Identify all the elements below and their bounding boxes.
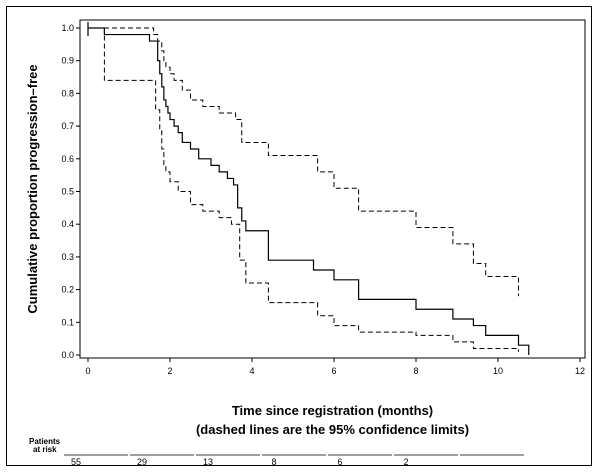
confidence-limit-line-1 [88,27,519,297]
risk-table-value: 29 [137,457,147,467]
x-tick-label: 8 [413,366,418,376]
y-axis-label: Cumulative proportion progression–free [25,64,40,313]
y-tick-label: 0.1 [61,317,74,327]
x-axis-note: (dashed lines are the 95% confidence lim… [196,422,469,437]
plot-area-border [79,19,586,359]
risk-table-value: 2 [403,457,408,467]
x-tick-label: 6 [331,366,336,376]
y-tick-label: 0.6 [61,154,74,164]
survival-curve-line [88,27,530,355]
x-tick-label: 4 [249,366,254,376]
risk-table-label: Patients [29,437,61,446]
chart-frame [6,6,592,466]
confidence-limit-line-2 [88,27,519,352]
risk-table-value: 13 [203,457,213,467]
risk-table-value: 55 [71,457,81,467]
x-tick-label: 12 [575,366,585,376]
x-tick-label: 10 [493,366,503,376]
risk-table-label: at risk [33,445,57,454]
y-tick-label: 0.3 [61,252,74,262]
y-tick-label: 0.8 [61,88,74,98]
x-tick-label: 0 [85,366,90,376]
x-tick-label: 2 [167,366,172,376]
risk-table-value: 8 [271,457,276,467]
y-tick-label: 1.0 [61,23,74,33]
x-axis-label: Time since registration (months) [232,403,433,418]
y-tick-label: 0.0 [61,350,74,360]
risk-table-value: 6 [337,457,342,467]
y-tick-label: 0.5 [61,187,74,197]
y-tick-label: 0.4 [61,219,74,229]
y-tick-label: 0.2 [61,285,74,295]
y-tick-label: 0.9 [61,56,74,66]
y-tick-label: 0.7 [61,121,74,131]
